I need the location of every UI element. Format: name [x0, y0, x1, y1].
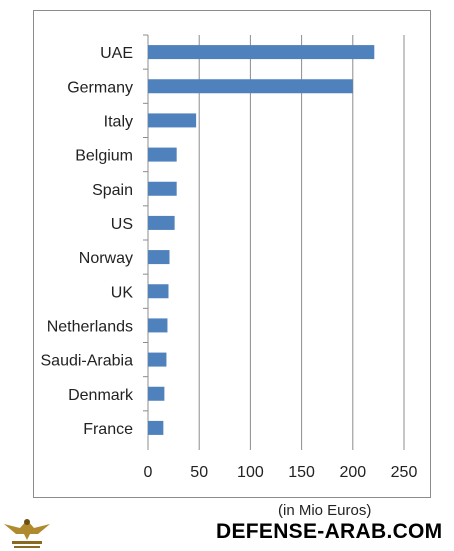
x-tick-label: 150: [288, 464, 315, 481]
category-label: Saudi-Arabia: [41, 353, 134, 370]
category-label: Netherlands: [47, 318, 133, 335]
category-label: Spain: [92, 182, 133, 199]
x-tick-label: 50: [190, 464, 208, 481]
bar: [148, 79, 353, 94]
category-label: Belgium: [75, 148, 133, 165]
bar: [148, 420, 164, 435]
bar: [148, 215, 175, 230]
site-watermark: DEFENSE-ARAB.COM: [216, 520, 443, 543]
bar: [148, 250, 170, 265]
bar: [148, 113, 197, 128]
category-label: Italy: [104, 113, 133, 130]
bar: [148, 386, 165, 401]
category-label: Germany: [67, 79, 133, 96]
category-label: UAE: [100, 45, 133, 62]
category-label: US: [111, 216, 133, 233]
bar: [148, 147, 177, 162]
category-label: Denmark: [68, 387, 134, 404]
x-tick-label: 100: [237, 464, 264, 481]
bar: [148, 352, 167, 367]
bar: [148, 318, 168, 333]
x-tick-label: 250: [391, 464, 418, 481]
bar: [148, 45, 375, 60]
category-label: France: [83, 421, 133, 438]
category-label: Norway: [79, 250, 133, 267]
x-axis-unit-label: (in Mio Euros): [278, 502, 372, 519]
bar: [148, 284, 169, 299]
eagle-logo-icon: [4, 519, 50, 548]
x-tick-label: 200: [339, 464, 366, 481]
x-tick-label: 0: [144, 464, 153, 481]
category-label: UK: [111, 284, 134, 301]
bar: [148, 181, 177, 196]
